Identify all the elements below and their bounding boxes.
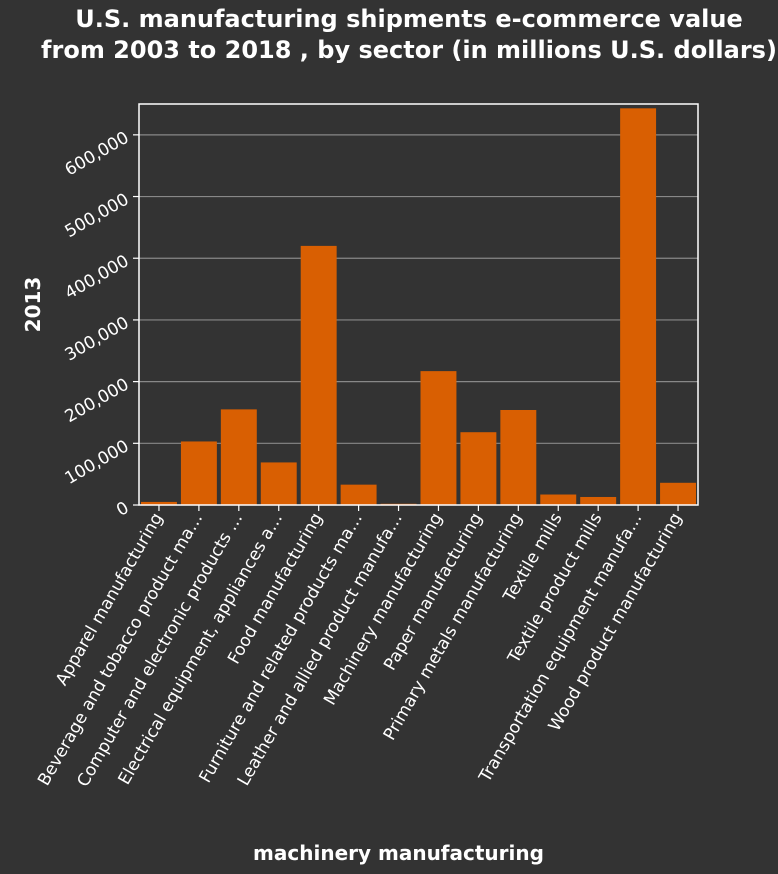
bar: [620, 108, 657, 506]
y-axis-ticks: 0 100,000 200,000 300,000 400,000 500,000 600,…: [62, 128, 139, 521]
gridlines: [139, 134, 698, 444]
bar: [500, 409, 537, 505]
bar: [340, 484, 377, 505]
x-tick-label: Beverage and tobacco product ma…: [34, 510, 207, 790]
bar: [580, 496, 617, 505]
plot-frame: [138, 103, 699, 506]
chart-title: U.S. manufacturing shipments e-commerce …: [41, 5, 777, 64]
y-axis-title: 2013: [21, 277, 45, 333]
y-tick-label: 0: [113, 498, 132, 521]
bar: [660, 482, 697, 505]
bar: [220, 409, 257, 505]
y-tick-label: 500,000: [62, 190, 133, 242]
bar: [140, 501, 177, 505]
y-tick-label: 300,000: [62, 313, 133, 365]
x-axis-title: machinery manufacturing: [253, 841, 544, 865]
y-tick-label: 100,000: [62, 436, 133, 488]
bar: [300, 245, 337, 505]
bar: [540, 494, 577, 505]
bar: [180, 441, 217, 505]
bar: [420, 371, 457, 505]
bar: [460, 432, 497, 505]
bar: [260, 462, 297, 505]
y-tick-label: 200,000: [62, 375, 133, 427]
y-tick-label: 400,000: [62, 251, 133, 303]
y-tick-label: 600,000: [62, 128, 133, 180]
bars: [140, 108, 697, 506]
